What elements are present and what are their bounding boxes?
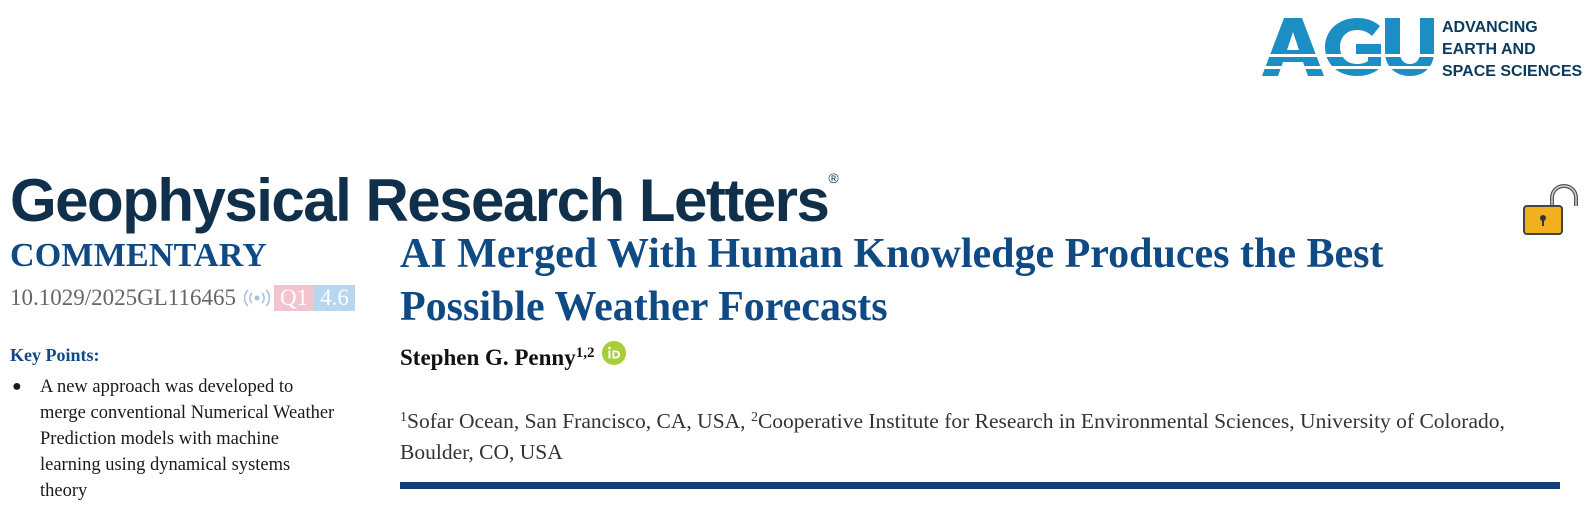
registered-mark: ®: [828, 170, 839, 186]
header-divider: [400, 482, 1560, 489]
journal-title: Geophysical Research Letters®: [10, 142, 839, 237]
affiliation-mark: 1: [400, 410, 407, 425]
article-title: AI Merged With Human Knowledge Produces …: [400, 231, 1384, 330]
orcid-icon[interactable]: [602, 341, 627, 365]
doi-link[interactable]: 10.1029/2025GL116465: [10, 285, 236, 310]
agu-logo: ADVANCING EARTH AND SPACE SCIENCES: [1262, 14, 1582, 84]
affiliation-mark: 2: [750, 410, 758, 425]
agu-tagline-line: ADVANCING: [1442, 19, 1538, 36]
bullet-icon: ●: [12, 378, 22, 395]
list-item: ● A new approach was developed to merge …: [10, 374, 340, 504]
article-type-label: COMMENTARY: [10, 237, 268, 274]
agu-tagline-line: EARTH AND: [1442, 41, 1536, 58]
quartile-badge: Q1: [273, 285, 315, 311]
broadcast-icon: [243, 289, 270, 307]
key-points-heading: Key Points:: [10, 345, 100, 365]
author-name[interactable]: Stephen G. Penny1,2: [400, 345, 594, 371]
agu-tagline: ADVANCING EARTH AND SPACE SCIENCES: [1442, 17, 1582, 83]
affiliation-text: Cooperative Institute for Research in En…: [400, 409, 1505, 464]
author-affiliation-marks: 1,2: [575, 345, 595, 361]
journal-title-text: Geophysical Research Letters: [10, 167, 830, 234]
impact-factor-badge: 4.6: [314, 285, 355, 311]
affiliation-text: Sofar Ocean, San Francisco, CA, USA,: [407, 409, 751, 433]
doi-row: 10.1029/2025GL116465 Q1 4.6: [10, 284, 355, 312]
author-name-text: Stephen G. Penny: [400, 345, 576, 370]
author-row: Stephen G. Penny1,2: [400, 341, 627, 371]
affiliations: 1Sofar Ocean, San Francisco, CA, USA, 2C…: [400, 402, 1550, 468]
unlocked-padlock-icon: [1523, 184, 1578, 235]
key-points-list: ● A new approach was developed to merge …: [10, 374, 340, 504]
agu-logo-mark: [1262, 18, 1434, 76]
key-point-text: A new approach was developed to merge co…: [40, 377, 335, 501]
agu-tagline-line: SPACE SCIENCES: [1442, 63, 1583, 80]
